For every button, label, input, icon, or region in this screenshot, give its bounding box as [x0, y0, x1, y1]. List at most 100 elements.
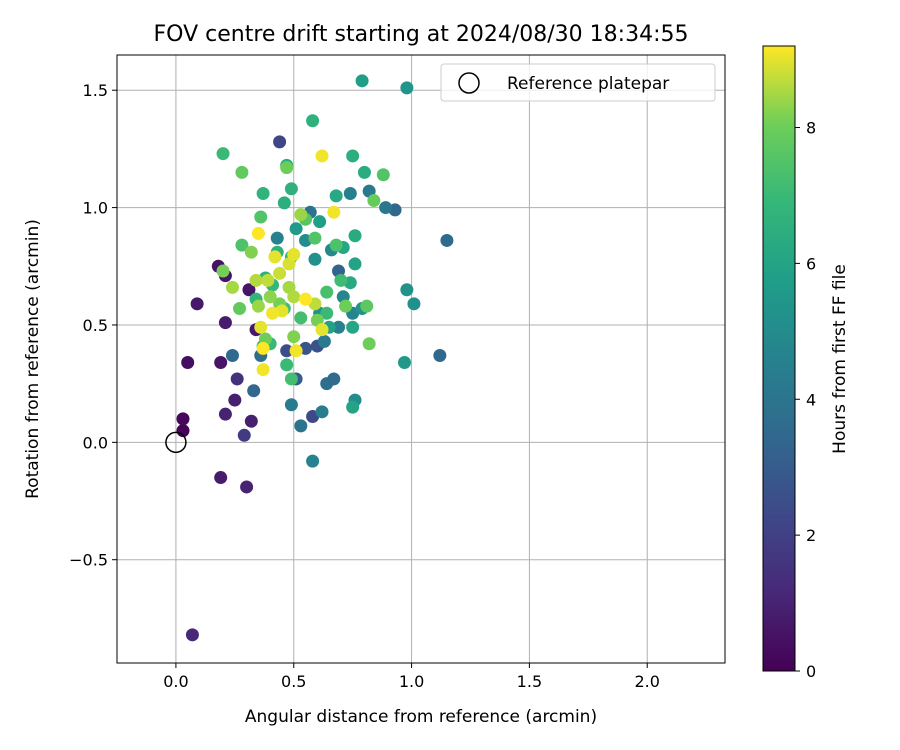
data-point-86 — [320, 285, 334, 299]
y-tick-label-4: 1.5 — [83, 81, 108, 100]
data-point-35 — [315, 405, 329, 419]
x-tick-label-0: 0.0 — [163, 672, 188, 691]
plot-frame — [116, 54, 726, 664]
data-point-100 — [339, 299, 353, 313]
data-point-127 — [315, 323, 329, 337]
data-point-63 — [348, 257, 362, 271]
data-point-17 — [237, 428, 251, 442]
data-point-113 — [273, 266, 287, 280]
data-point-68 — [329, 189, 343, 203]
data-point-129 — [327, 205, 341, 219]
grid-lines — [117, 55, 725, 663]
data-point-99 — [362, 337, 376, 351]
data-point-16 — [230, 372, 244, 386]
x-tick-label-3: 1.5 — [517, 672, 542, 691]
scatter-points — [176, 74, 454, 642]
colorbar-tick-label-0: 0 — [806, 662, 816, 681]
x-tick-label-1: 0.5 — [281, 672, 306, 691]
data-point-112 — [261, 273, 275, 287]
data-point-98 — [360, 299, 374, 313]
data-point-67 — [346, 149, 360, 163]
data-point-40 — [343, 187, 357, 201]
data-point-96 — [367, 194, 381, 208]
y-tick-label-2: 0.5 — [83, 316, 108, 335]
data-point-110 — [225, 280, 239, 294]
data-point-13 — [214, 471, 228, 485]
x-tick-label-2: 1.0 — [399, 672, 424, 691]
data-point-11 — [244, 414, 258, 428]
data-point-124 — [256, 341, 270, 355]
data-point-126 — [299, 292, 313, 306]
data-point-34 — [284, 398, 298, 412]
data-point-91 — [254, 210, 268, 224]
y-axis-label: Rotation from reference (arcmin) — [23, 219, 43, 499]
data-point-92 — [235, 238, 249, 252]
data-point-58 — [313, 215, 327, 229]
data-point-122 — [256, 363, 270, 377]
data-point-109 — [216, 264, 230, 278]
data-point-28 — [440, 233, 454, 247]
data-point-18 — [273, 135, 287, 149]
data-point-104 — [263, 290, 277, 304]
data-point-82 — [284, 372, 298, 386]
data-point-24 — [247, 384, 261, 398]
data-point-89 — [308, 231, 322, 245]
data-point-108 — [233, 302, 247, 316]
data-point-29 — [433, 348, 447, 362]
data-point-106 — [251, 299, 265, 313]
data-point-128 — [315, 149, 329, 163]
data-point-52 — [398, 356, 412, 370]
data-point-88 — [329, 238, 343, 252]
data-point-41 — [317, 334, 331, 348]
y-tick-label-1: 0.0 — [83, 433, 108, 452]
data-point-125 — [289, 344, 303, 358]
legend: Reference platepar — [440, 63, 716, 102]
data-point-60 — [346, 400, 360, 414]
data-point-94 — [235, 165, 249, 179]
x-axis-ticks: 0.0 0.5 1.0 1.5 2.0 — [163, 663, 660, 691]
data-point-53 — [400, 283, 414, 297]
data-point-93 — [216, 147, 230, 161]
reference-platepar-point — [165, 431, 187, 454]
data-point-84 — [294, 311, 308, 325]
y-tick-label-0: −0.5 — [69, 551, 108, 570]
data-point-107 — [244, 245, 258, 259]
colorbar-tick-label-1: 2 — [806, 526, 816, 545]
data-point-97 — [376, 168, 390, 182]
y-axis-ticks: −0.5 0.0 0.5 1.0 1.5 — [69, 81, 117, 570]
data-point-121 — [268, 250, 282, 264]
data-point-14 — [240, 480, 254, 494]
x-tick-label-4: 2.0 — [635, 672, 660, 691]
colorbar-tick-label-4: 8 — [806, 119, 816, 138]
legend-reference-marker — [458, 72, 480, 94]
data-point-25 — [225, 348, 239, 362]
data-point-130 — [251, 226, 265, 240]
data-point-7 — [214, 356, 228, 370]
data-point-10 — [228, 393, 242, 407]
data-point-6 — [218, 316, 232, 330]
data-point-111 — [249, 273, 263, 287]
chart-title: FOV centre drift starting at 2024/08/30 … — [154, 22, 689, 47]
data-point-12 — [218, 407, 232, 421]
data-point-85 — [320, 306, 334, 320]
data-point-38 — [379, 201, 393, 215]
data-point-57 — [289, 222, 303, 236]
data-point-20 — [280, 344, 294, 358]
data-point-69 — [306, 114, 320, 128]
data-point-32 — [327, 372, 341, 386]
data-point-66 — [357, 165, 371, 179]
colorbar: 0 2 4 6 8 Hours from first FF file — [762, 45, 850, 681]
y-tick-label-3: 1.0 — [83, 199, 108, 218]
data-point-116 — [294, 208, 308, 222]
data-point-54 — [407, 297, 421, 311]
data-point-115 — [287, 290, 301, 304]
data-point-73 — [256, 187, 270, 201]
data-point-65 — [348, 229, 362, 243]
legend-box — [440, 63, 716, 102]
data-point-2 — [181, 356, 195, 370]
colorbar-label: Hours from first FF file — [830, 264, 850, 454]
data-point-49 — [308, 252, 322, 266]
data-point-8 — [242, 283, 256, 297]
legend-label: Reference platepar — [507, 74, 669, 94]
